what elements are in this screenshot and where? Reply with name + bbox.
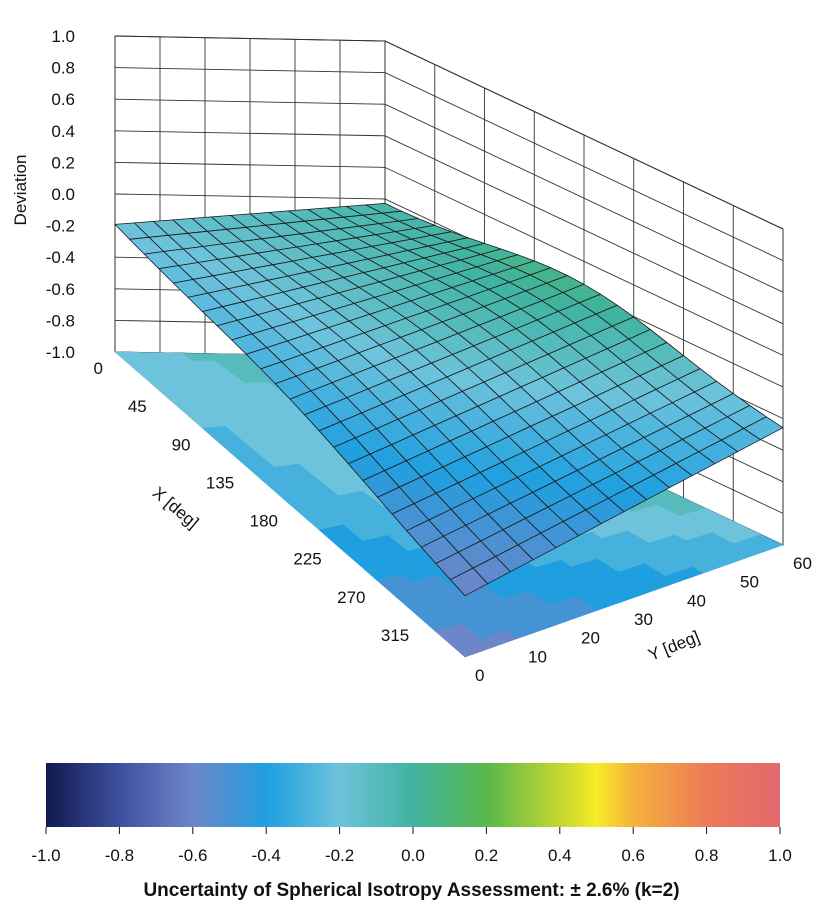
colorbar-tick-label: 0.0 xyxy=(401,846,425,865)
colorbar-ticks: -1.0 -0.8 -0.6 -0.4 -0.2 0.0 0.2 0.4 0.6 0.8 1.0 xyxy=(31,827,792,865)
colorbar-tick-label: -0.2 xyxy=(325,846,354,865)
z-tick-label: -1.0 xyxy=(46,343,75,362)
z-tick-label: 0.8 xyxy=(51,59,75,78)
colorbar-tick-label: -0.6 xyxy=(178,846,207,865)
colorbar-tick-label: -0.4 xyxy=(252,846,281,865)
y-tick-label: 50 xyxy=(740,573,759,592)
x-tick-label: 135 xyxy=(206,473,234,492)
x-tick-label: 270 xyxy=(337,588,365,607)
x-tick-label: 180 xyxy=(250,512,278,531)
z-tick-label: -0.2 xyxy=(46,217,75,236)
z-tick-label: -0.6 xyxy=(46,280,75,299)
y-axis-ticks: 0 10 20 30 40 50 60 xyxy=(475,554,812,685)
colorbar xyxy=(46,763,780,827)
colorbar-tick-label: -1.0 xyxy=(31,846,60,865)
z-tick-label: 0.4 xyxy=(51,122,75,141)
colorbar-tick-label: 0.2 xyxy=(475,846,499,865)
x-tick-label: 315 xyxy=(381,626,409,645)
z-tick-label: -0.8 xyxy=(46,311,75,330)
colorbar-tick-label: 0.8 xyxy=(695,846,719,865)
colorbar-tick-label: 1.0 xyxy=(768,846,792,865)
y-tick-label: 10 xyxy=(528,647,547,666)
x-axis-title: X [deg] xyxy=(149,483,202,532)
z-tick-label: -0.4 xyxy=(46,248,75,267)
deviation-surface xyxy=(114,202,784,597)
y-axis-title: Y [deg] xyxy=(646,627,703,665)
y-tick-label: 40 xyxy=(687,591,706,610)
z-tick-label: 0.6 xyxy=(51,90,75,109)
colorbar-tick-label: 0.4 xyxy=(548,846,572,865)
x-tick-label: 225 xyxy=(293,550,321,569)
y-tick-label: 60 xyxy=(793,554,812,573)
x-axis-ticks: 0 45 90 135 180 225 270 315 xyxy=(94,359,410,645)
y-tick-label: 0 xyxy=(475,666,484,685)
z-axis-ticks: 1.0 0.8 0.6 0.4 0.2 0.0 -0.2 -0.4 -0.6 -0.8 -1.0 xyxy=(46,27,75,362)
y-tick-label: 20 xyxy=(581,629,600,648)
colorbar-gradient xyxy=(46,763,780,827)
x-tick-label: 90 xyxy=(172,435,191,454)
surface-cell xyxy=(449,567,489,597)
uncertainty-caption: Uncertainty of Spherical Isotropy Assess… xyxy=(143,880,680,901)
z-tick-label: 1.0 xyxy=(51,27,75,46)
y-tick-label: 30 xyxy=(634,610,653,629)
x-tick-label: 0 xyxy=(94,359,103,378)
floor-cell xyxy=(744,539,784,555)
x-tick-label: 45 xyxy=(128,397,147,416)
colorbar-tick-label: -0.8 xyxy=(105,846,134,865)
colorbar-tick-label: 0.6 xyxy=(621,846,645,865)
z-axis-title: Deviation xyxy=(11,155,30,226)
z-tick-label: 0.2 xyxy=(51,153,75,172)
z-tick-label: 0.0 xyxy=(51,185,75,204)
